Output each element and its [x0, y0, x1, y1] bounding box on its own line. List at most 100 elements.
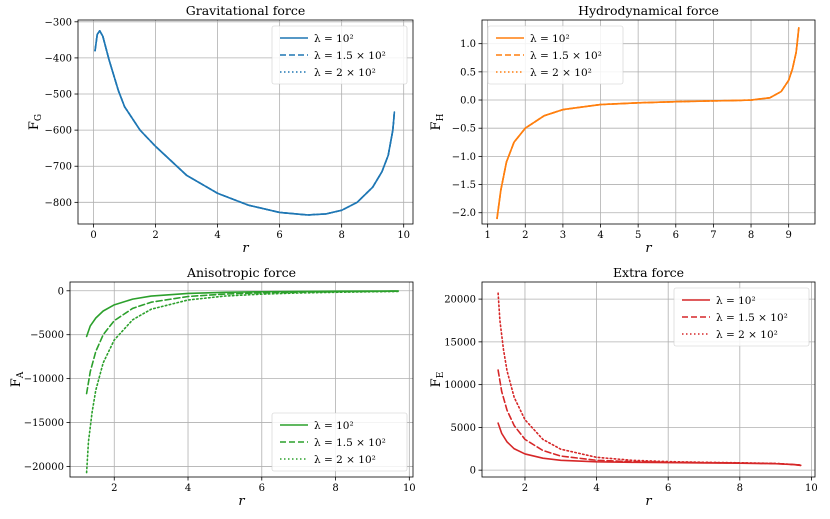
y-tick-label: −1.5: [452, 180, 476, 191]
legend: λ = 10² λ = 1.5 × 10² λ = 2 × 10²: [271, 412, 408, 472]
y-axis-label: FE: [429, 372, 446, 388]
chart-panel-1: 0 2 4 6 8 10 −300 −400 −500 −600 −700 −800 Gravitati…: [27, 3, 414, 256]
y-tick-label: −5000: [30, 330, 64, 341]
y-tick-label: −500: [45, 90, 72, 101]
y-axis-label-main: F: [429, 121, 444, 130]
legend-label-1: λ = 10²: [530, 33, 570, 45]
plot-frame: [77, 19, 414, 225]
y-tick-label: −15000: [24, 418, 64, 429]
y-tick-label: −10000: [24, 374, 64, 385]
x-tick-label: 4: [597, 230, 603, 241]
plot-frame: [481, 19, 816, 225]
y-tick-label: −2.0: [452, 208, 476, 219]
x-tick-label: 8: [748, 230, 754, 241]
legend-label-2: λ = 1.5 × 10²: [314, 437, 386, 449]
y-axis-label: FH: [429, 113, 446, 130]
legend-label-3: λ = 2 × 10²: [314, 454, 376, 466]
x-tick-label: 1: [484, 230, 490, 241]
chart-panel-4: 2 4 6 8 10 20000 15000 10000 5000 0 Extra force r FE…: [429, 265, 818, 509]
x-tick-label: 4: [593, 483, 599, 494]
series-line-2: [85, 290, 400, 395]
legend: λ = 10² λ = 1.5 × 10² λ = 2 × 10²: [271, 25, 408, 85]
legend-label-1: λ = 10²: [314, 420, 354, 432]
y-tick-label: −600: [45, 126, 72, 137]
y-axis-label-main: F: [27, 121, 42, 130]
y-tick-label: −0.5: [452, 124, 476, 135]
y-tick-label: −700: [45, 162, 72, 173]
series-line-1: [497, 422, 802, 467]
legend-box: [673, 287, 810, 347]
x-axis-label: r: [645, 241, 652, 256]
legend-label-3: λ = 2 × 10²: [716, 329, 778, 341]
x-tick-label: 8: [332, 483, 338, 494]
x-tick-label: 2: [152, 230, 158, 241]
legend-label-2: λ = 1.5 × 10²: [716, 312, 788, 324]
x-tick-label: 3: [560, 230, 566, 241]
x-tick-label: 2: [522, 230, 528, 241]
legend-label-2: λ = 1.5 × 10²: [530, 50, 602, 62]
legend-label-1: λ = 10²: [716, 295, 756, 307]
y-tick-label: −20000: [24, 462, 64, 473]
x-tick-label: 10: [805, 483, 818, 494]
legend-box: [487, 25, 624, 85]
chart-panel-2: 1 2 3 4 5 6 7 8 9 1.0 0.5 0.0 −0.5 −1.0 −1.5 −2.0 Hydrod…: [429, 3, 816, 256]
x-tick-label: 2: [522, 483, 528, 494]
y-axis-label: FA: [9, 371, 26, 387]
y-tick-label: 20000: [444, 295, 476, 306]
chart-title: Gravitational force: [186, 3, 306, 18]
legend-box: [271, 412, 408, 472]
x-tick-label: 2: [111, 483, 117, 494]
series-line-1: [85, 290, 400, 338]
x-tick-label: 7: [710, 230, 716, 241]
x-axis-label: r: [238, 494, 245, 509]
y-tick-label: −400: [45, 53, 72, 64]
legend: λ = 10² λ = 1.5 × 10² λ = 2 × 10²: [487, 25, 624, 85]
y-axis-label-subscript: A: [16, 371, 26, 379]
y-tick-label: 10000: [444, 380, 476, 391]
y-tick-label: −1.0: [452, 152, 476, 163]
y-axis-label-main: F: [429, 378, 444, 387]
legend: λ = 10² λ = 1.5 × 10² λ = 2 × 10²: [673, 287, 810, 347]
chart-title: Extra force: [613, 265, 684, 280]
x-tick-label: 5: [635, 230, 641, 241]
y-tick-label: 0.0: [460, 96, 476, 107]
x-tick-label: 6: [673, 230, 679, 241]
x-tick-label: 10: [397, 230, 410, 241]
chart-title: Hydrodynamical force: [578, 3, 719, 18]
plot-frame: [481, 281, 816, 478]
y-tick-label: 15000: [444, 337, 476, 348]
y-tick-label: −300: [45, 17, 72, 28]
x-tick-label: 8: [338, 230, 344, 241]
y-tick-label: −800: [45, 198, 72, 209]
y-tick-label: 0: [470, 466, 476, 477]
legend-label-2: λ = 1.5 × 10²: [314, 50, 386, 62]
x-tick-label: 4: [185, 483, 191, 494]
y-tick-label: 5000: [451, 423, 476, 434]
legend-label-1: λ = 10²: [314, 33, 354, 45]
chart-panel-3: 2 4 6 8 10 0 −5000 −10000 −15000 −20000 Anisotropi…: [9, 265, 416, 509]
series-line-3: [496, 27, 800, 220]
y-axis-label-subscript: G: [34, 114, 44, 121]
legend-box: [271, 25, 408, 85]
x-tick-label: 6: [276, 230, 282, 241]
y-axis-label: FG: [27, 114, 44, 130]
x-tick-label: 6: [665, 483, 671, 494]
x-axis-label: r: [645, 494, 652, 509]
y-tick-label: 1.0: [460, 39, 476, 50]
chart-title: Anisotropic force: [186, 265, 296, 280]
x-tick-label: 10: [403, 483, 416, 494]
series-line-3: [497, 292, 802, 466]
x-tick-label: 4: [214, 230, 220, 241]
series-line-3: [94, 30, 396, 216]
plot-frame: [69, 281, 414, 478]
y-axis-label-subscript: E: [436, 372, 446, 379]
x-tick-label: 8: [737, 483, 743, 494]
x-tick-label: 9: [785, 230, 791, 241]
x-axis-label: r: [242, 241, 249, 256]
y-tick-label: 0.5: [460, 67, 476, 78]
y-axis-label-subscript: H: [436, 113, 446, 121]
x-tick-label: 6: [259, 483, 265, 494]
y-tick-label: 0: [58, 286, 64, 297]
legend-label-3: λ = 2 × 10²: [530, 67, 592, 79]
